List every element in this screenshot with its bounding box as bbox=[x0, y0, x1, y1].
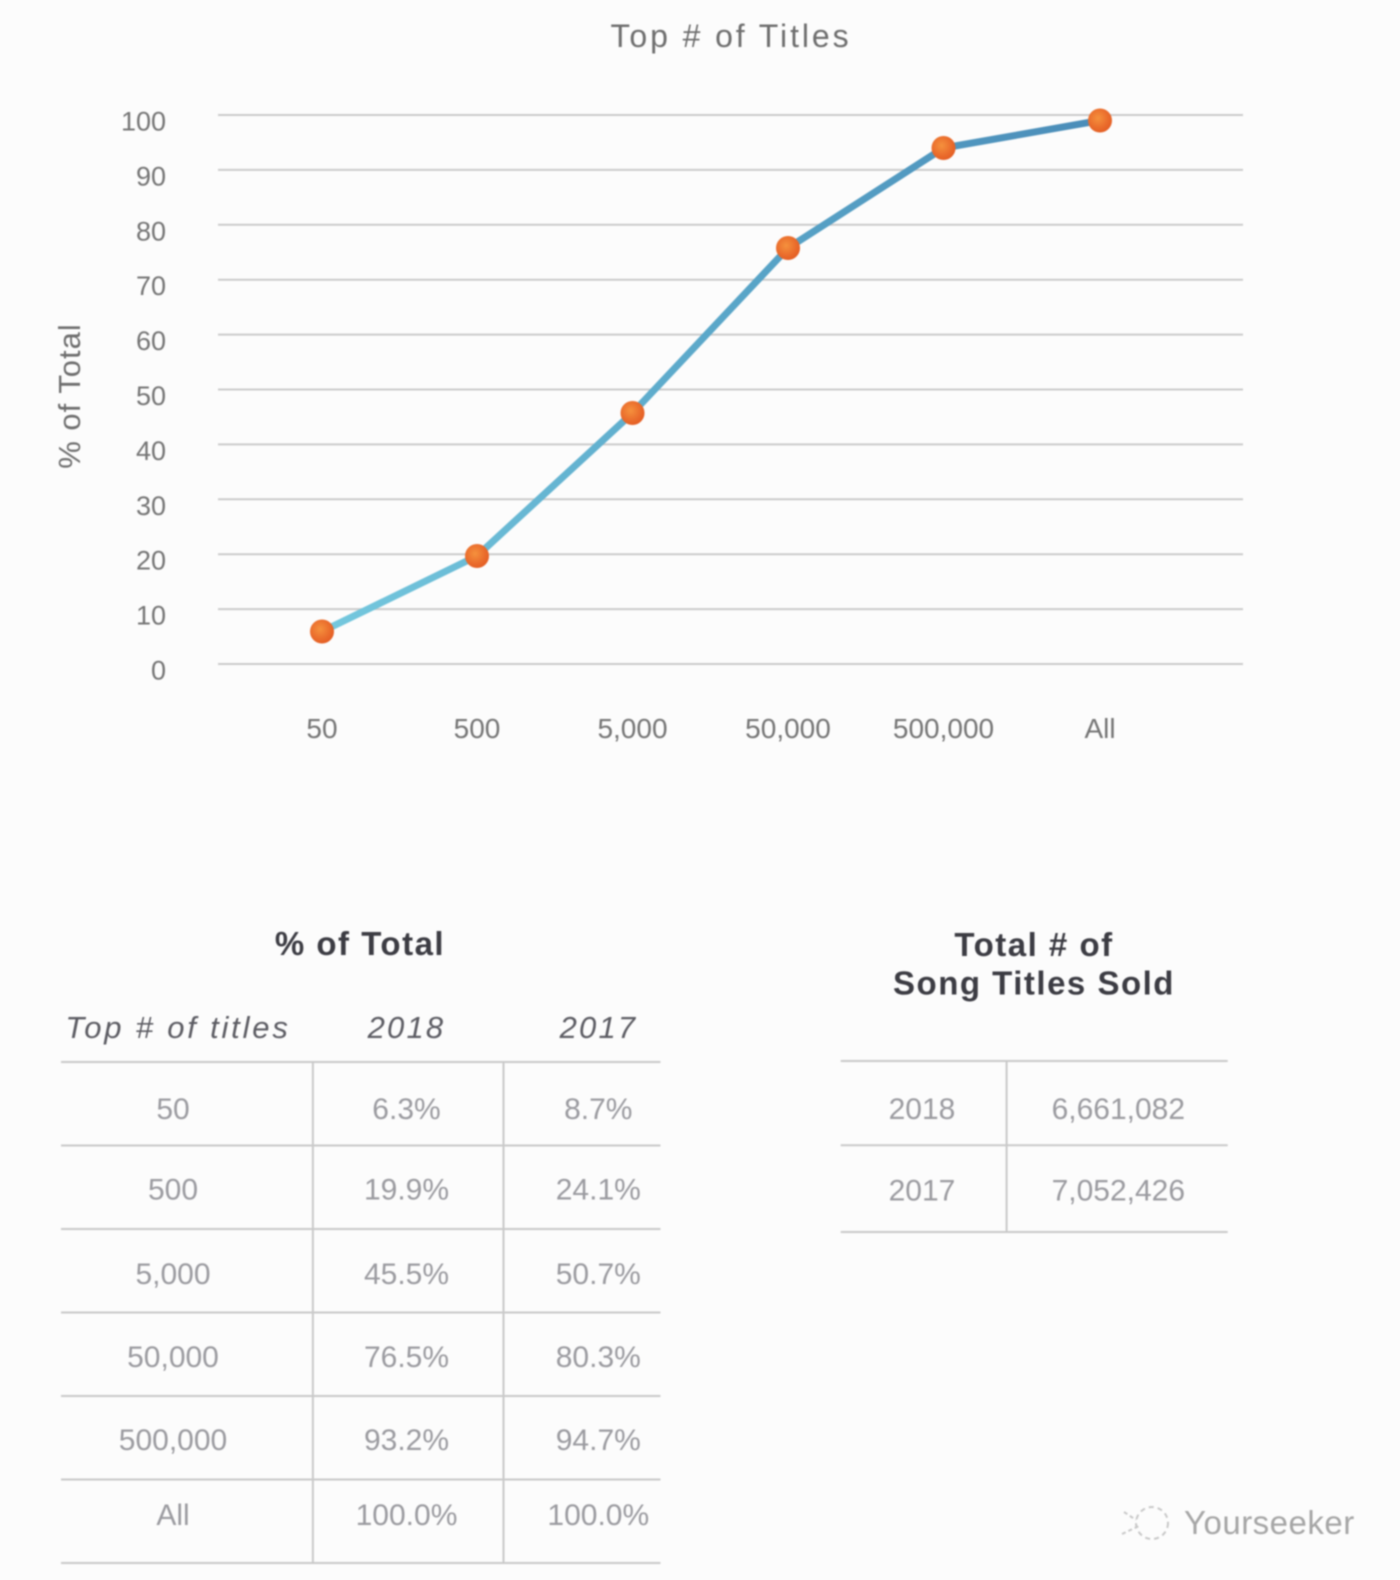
svg-text:30: 30 bbox=[136, 491, 166, 521]
svg-text:500,000: 500,000 bbox=[893, 713, 994, 744]
svg-text:7,052,426: 7,052,426 bbox=[1052, 1175, 1185, 1208]
svg-text:70: 70 bbox=[136, 271, 166, 301]
svg-text:All: All bbox=[1084, 713, 1115, 744]
svg-text:76.5%: 76.5% bbox=[364, 1341, 449, 1374]
svg-text:50: 50 bbox=[136, 381, 166, 411]
svg-text:20: 20 bbox=[136, 546, 166, 576]
svg-text:10: 10 bbox=[136, 601, 166, 631]
svg-text:50: 50 bbox=[156, 1093, 189, 1126]
svg-text:50: 50 bbox=[306, 713, 337, 744]
svg-text:6.3%: 6.3% bbox=[372, 1093, 440, 1126]
svg-text:All: All bbox=[156, 1499, 189, 1532]
svg-text:8.7%: 8.7% bbox=[564, 1093, 632, 1126]
svg-text:Total # of: Total # of bbox=[954, 926, 1113, 963]
svg-text:2018: 2018 bbox=[889, 1093, 956, 1126]
svg-text:5,000: 5,000 bbox=[597, 713, 667, 744]
svg-text:50,000: 50,000 bbox=[127, 1341, 219, 1374]
svg-text:0: 0 bbox=[151, 656, 166, 686]
svg-text:24.1%: 24.1% bbox=[556, 1174, 641, 1207]
svg-text:2017: 2017 bbox=[559, 1010, 638, 1045]
svg-text:Song Titles Sold: Song Titles Sold bbox=[893, 965, 1175, 1002]
svg-text:100.0%: 100.0% bbox=[547, 1499, 649, 1532]
svg-text:40: 40 bbox=[136, 436, 166, 466]
svg-text:500,000: 500,000 bbox=[119, 1424, 227, 1457]
svg-text:2017: 2017 bbox=[889, 1175, 956, 1208]
svg-text:100: 100 bbox=[121, 107, 166, 137]
svg-text:45.5%: 45.5% bbox=[364, 1258, 449, 1291]
svg-text:Top # of Titles: Top # of Titles bbox=[611, 18, 852, 54]
svg-text:100.0%: 100.0% bbox=[356, 1499, 458, 1532]
svg-text:Yourseeker: Yourseeker bbox=[1184, 1504, 1355, 1541]
svg-text:80: 80 bbox=[136, 216, 166, 246]
svg-text:500: 500 bbox=[148, 1174, 198, 1207]
svg-text:500: 500 bbox=[454, 713, 501, 744]
svg-text:60: 60 bbox=[136, 326, 166, 356]
svg-text:50.7%: 50.7% bbox=[556, 1258, 641, 1291]
svg-text:50,000: 50,000 bbox=[745, 713, 831, 744]
svg-text:6,661,082: 6,661,082 bbox=[1052, 1093, 1185, 1126]
svg-text:5,000: 5,000 bbox=[135, 1258, 210, 1291]
svg-text:% of Total: % of Total bbox=[52, 323, 87, 469]
svg-text:Top # of titles: Top # of titles bbox=[65, 1010, 290, 1045]
svg-text:19.9%: 19.9% bbox=[364, 1174, 449, 1207]
svg-text:% of Total: % of Total bbox=[275, 925, 445, 962]
svg-text:94.7%: 94.7% bbox=[556, 1424, 641, 1457]
svg-text:80.3%: 80.3% bbox=[556, 1341, 641, 1374]
svg-text:2018: 2018 bbox=[367, 1010, 446, 1045]
svg-text:90: 90 bbox=[136, 161, 166, 191]
svg-text:93.2%: 93.2% bbox=[364, 1424, 449, 1457]
